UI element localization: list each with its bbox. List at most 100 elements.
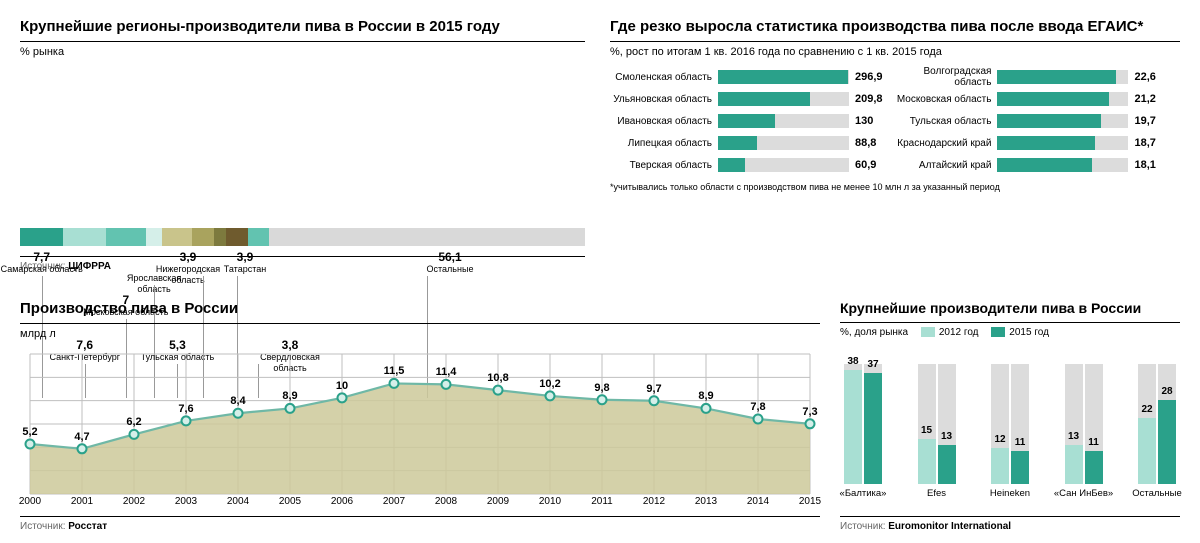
growth-bar: [997, 92, 1108, 106]
region-segment: [226, 228, 248, 246]
production-svg: [20, 344, 820, 514]
producer-group: 1211Heineken: [991, 364, 1029, 484]
production-ylabel: млрд л: [20, 328, 820, 340]
producer-group: 3837«Балтика»: [844, 364, 882, 484]
producer-bar: 15: [918, 364, 936, 484]
producer-bar: 13: [1065, 364, 1083, 484]
region-segment: [20, 228, 63, 246]
region-segment: [106, 228, 145, 246]
growth-row: Ивановская область130: [610, 110, 885, 132]
growth-title: Где резко выросла статистика производств…: [610, 18, 1180, 35]
prod-year-label: 2011: [591, 496, 613, 507]
growth-bar: [997, 136, 1095, 150]
producers-axis-label: %, доля рынка: [840, 327, 908, 338]
growth-row: Алтайский край18,1: [889, 154, 1164, 176]
prod-year-label: 2000: [19, 496, 41, 507]
regions-source: Источник: ЦИФРРА: [20, 261, 585, 272]
prod-year-label: 2015: [799, 496, 821, 507]
prod-year-label: 2009: [487, 496, 509, 507]
growth-bar-bg: [997, 70, 1128, 84]
prod-year-label: 2001: [71, 496, 93, 507]
growth-label: Ивановская область: [610, 116, 718, 127]
growth-row: Тульская область19,7: [889, 110, 1164, 132]
growth-row: Смоленская область 296,9: [610, 66, 885, 88]
region-callout: 7,7Самарская область: [0, 250, 87, 275]
production-chart: Производство пива в России млрд л 20005,…: [20, 300, 820, 532]
growth-row: Волгоградская область22,6: [889, 66, 1164, 88]
growth-value: 88,8: [849, 137, 885, 149]
legend-swatch-2012: [921, 327, 935, 337]
prod-year-label: 2014: [747, 496, 769, 507]
prod-value-label: 10,2: [539, 378, 560, 390]
producer-bar: 22: [1138, 364, 1156, 484]
producer-group: 1513Efes: [918, 364, 956, 484]
producer-label: Остальные: [1127, 488, 1187, 499]
prod-year-label: 2006: [331, 496, 353, 507]
legend-swatch-2015: [991, 327, 1005, 337]
prod-value-label: 7,6: [178, 403, 193, 415]
prod-value-label: 8,9: [698, 390, 713, 402]
regions-title: Крупнейшие регионы-производители пива в …: [20, 18, 585, 35]
prod-value-label: 4,7: [74, 431, 89, 443]
producer-bar: 37: [864, 364, 882, 484]
region-segment: [214, 228, 225, 246]
prod-year-label: 2008: [435, 496, 457, 507]
prod-year-label: 2005: [279, 496, 301, 507]
producers-legend: %, доля рынка 2012 год 2015 год: [840, 327, 1180, 338]
region-callout: 3,9Татарстан: [200, 250, 290, 275]
regions-stacked-bar: [20, 228, 585, 246]
growth-bar-bg: [997, 158, 1128, 172]
producer-group: 2228Остальные: [1138, 364, 1176, 484]
production-title: Производство пива в России: [20, 300, 820, 317]
prod-value-label: 7,3: [802, 406, 817, 418]
region-segment: [162, 228, 192, 246]
growth-label: Смоленская область: [610, 72, 718, 83]
prod-value-label: 8,4: [230, 395, 245, 407]
growth-label: Краснодарский край: [889, 138, 997, 149]
growth-bar-bg: [997, 136, 1128, 150]
producer-bar: 13: [938, 364, 956, 484]
production-source: Источник: Росстат: [20, 521, 820, 532]
growth-value: 21,2: [1128, 93, 1164, 105]
growth-left-col: Смоленская область 296,9 Ульяновская облас…: [610, 66, 885, 176]
growth-value: 18,7: [1128, 137, 1164, 149]
growth-label: Липецкая область: [610, 138, 718, 149]
producers-plot: 3837«Балтика» 1513Efes 1211Heineken 1311«Са…: [840, 344, 1180, 484]
growth-value: 18,1: [1128, 159, 1164, 171]
growth-label: Московская область: [889, 94, 997, 105]
producer-group: 1311«Сан ИнБев»: [1065, 364, 1103, 484]
production-plot: 20005,220014,720026,220037,620048,420058…: [20, 344, 820, 514]
prod-year-label: 2002: [123, 496, 145, 507]
prod-value-label: 10,8: [487, 372, 508, 384]
growth-bar-bg: [997, 114, 1128, 128]
producer-label: «Сан ИнБев»: [1054, 488, 1114, 499]
growth-bar-bg: [718, 114, 849, 128]
growth-value: 209,8: [849, 93, 885, 105]
region-segment: [63, 228, 106, 246]
producer-label: «Балтика»: [833, 488, 893, 499]
growth-row: Краснодарский край 18,7: [889, 132, 1164, 154]
producers-chart: Крупнейшие производители пива в России %…: [840, 300, 1180, 532]
prod-value-label: 11,4: [436, 366, 457, 378]
prod-year-label: 2003: [175, 496, 197, 507]
region-segment: [146, 228, 163, 246]
prod-value-label: 10: [336, 380, 348, 392]
prod-value-label: 9,7: [646, 383, 661, 395]
growth-row: Липецкая область 88,8: [610, 132, 885, 154]
growth-label: Тверская область: [610, 160, 718, 171]
prod-value-label: 6,2: [126, 416, 141, 428]
producers-title: Крупнейшие производители пива в России: [840, 300, 1180, 316]
regions-chart: Крупнейшие регионы-производители пива в …: [20, 18, 585, 272]
growth-bar: [997, 70, 1115, 84]
growth-value: 22,6: [1128, 71, 1164, 83]
growth-value: 296,9: [849, 71, 885, 83]
growth-value: 60,9: [849, 159, 885, 171]
growth-bar-bg: [718, 70, 849, 84]
growth-row: Ульяновская область209,8: [610, 88, 885, 110]
prod-year-label: 2010: [539, 496, 561, 507]
growth-value: 19,7: [1128, 115, 1164, 127]
producer-bar: 11: [1085, 364, 1103, 484]
growth-right-col: Волгоградская область22,6 Московская обла…: [889, 66, 1164, 176]
prod-value-label: 11,5: [384, 365, 405, 377]
producer-bar: 28: [1158, 364, 1176, 484]
